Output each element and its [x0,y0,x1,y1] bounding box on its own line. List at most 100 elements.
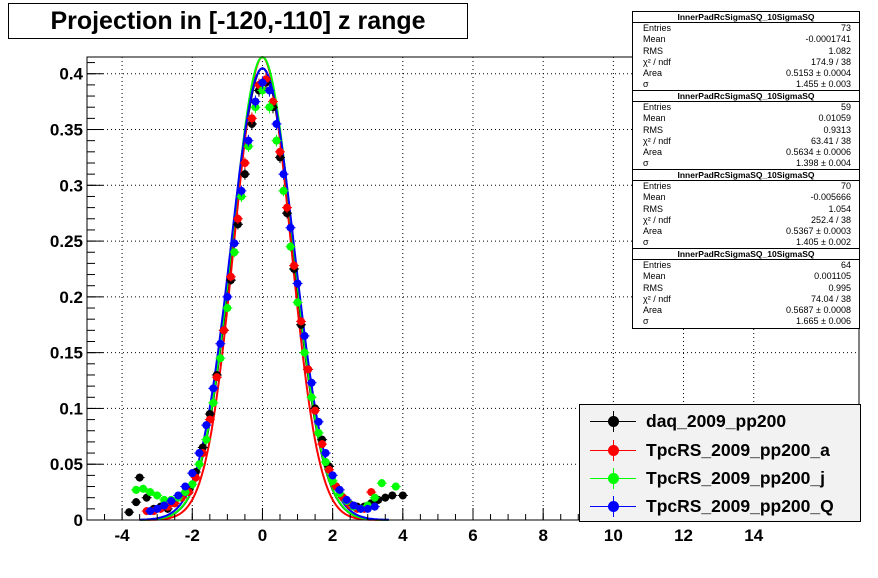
stats-key: Mean [643,271,666,282]
data-point [300,331,309,340]
x-tick-label: 10 [604,526,623,545]
data-point [272,119,281,128]
chart-title: Projection in [-120,-110] z range [8,3,468,39]
data-point [328,471,337,480]
stats-key: σ [643,237,649,248]
data-point [153,504,162,513]
data-point [153,491,162,500]
stats-key: Area [643,305,663,316]
data-point [272,136,281,145]
stats-key: σ [643,158,649,169]
fit-curves [139,55,389,521]
stats-key: Entries [643,260,672,270]
stats-row: χ² / ndf 174.9 / 38 [633,57,859,68]
fit-curve [139,67,389,521]
data-point [276,147,284,156]
data-point [216,339,225,348]
stats-row: Area 0.5153 ± 0.0004 [633,68,859,79]
stats-key: σ [643,316,649,327]
data-point [244,136,253,145]
data-point [160,495,169,504]
stats-row: Area 0.5634 ± 0.0006 [633,147,859,158]
stats-value: 1.082 [828,45,851,56]
data-point [209,398,218,407]
stats-row: Entries 59 [633,102,859,113]
stats-key: σ [643,79,649,90]
y-tick-label: 0.15 [50,344,83,363]
data-point [167,497,176,506]
legend-item-tpcrs-j: TpcRS_2009_pp200_j [580,464,860,493]
data-point [209,384,218,393]
data-point [363,504,372,513]
data-point [251,97,260,106]
data-point [381,493,390,502]
data-point [398,491,407,500]
data-point [314,417,323,426]
stats-row: χ² / ndf 63.41 / 38 [633,136,859,147]
data-point [290,261,299,270]
stats-value: 63.41 / 38 [810,135,851,146]
data-point [240,170,249,179]
x-tick-label: 14 [744,526,763,545]
stats-value: 0.01059 [818,113,851,124]
stats-value: 252.4 / 38 [810,214,851,225]
stats-value: 74.04 / 38 [810,293,851,304]
fit-curve [139,67,389,521]
stats-key: Area [643,147,663,158]
stats-row: σ 1.398 ± 0.004 [633,158,859,169]
stats-panel-title: InnerPadRcSigmaSQ_10SigmaSQ [633,170,859,181]
data-point [132,498,141,507]
data-point [195,449,204,458]
y-tick-label: 0.2 [59,288,83,307]
data-point [226,272,235,281]
stats-panel: InnerPadRcSigmaSQ_10SigmaSQ Entries 64 Mean… [632,248,860,329]
data-point [174,491,183,500]
data-point [307,393,316,402]
stats-row: Mean -0.0001741 [633,34,859,45]
stats-value: 0.5687 ± 0.0008 [786,305,851,316]
stats-panel: InnerPadRcSigmaSQ_10SigmaSQ Entries 73 Mean… [632,11,860,92]
stats-key: χ² / ndf [643,135,671,146]
data-point [279,186,288,195]
stats-value: 73 [840,23,851,33]
data-point [286,242,295,251]
x-tick-label: 0 [258,526,267,545]
data-point [181,482,190,491]
stats-row: σ 1.405 ± 0.002 [633,237,859,248]
y-tick-label: 0 [74,511,83,530]
data-point [146,507,155,516]
stats-value: 1.054 [828,203,851,214]
stats-value: 0.995 [828,282,851,293]
stats-panel: InnerPadRcSigmaSQ_10SigmaSQ Entries 59 Mean… [632,90,860,171]
stats-value: 0.5367 ± 0.0003 [786,226,851,237]
y-tick-label: 0.4 [59,65,83,84]
x-tick-label: 8 [538,526,547,545]
stats-key: Mean [643,192,666,203]
data-point [377,479,386,488]
data-point [356,504,365,513]
stats-panel-title: InnerPadRcSigmaSQ_10SigmaSQ [633,12,859,23]
data-point [307,378,316,387]
data-point [342,495,351,504]
data-point [300,348,309,357]
data-point [205,410,214,419]
stats-value: 0.5634 ± 0.0006 [786,147,851,158]
data-point [230,248,239,257]
stats-row: σ 1.455 ± 0.003 [633,79,859,90]
data-point [223,292,232,301]
data-point [195,460,204,469]
data-point [160,501,169,510]
stats-value: 59 [840,102,851,112]
stats-value: -0.0001741 [805,34,851,45]
data-point [286,223,295,232]
data-point [181,488,190,497]
data-point [304,365,313,374]
legend-label: TpcRS_2009_pp200_j [646,468,825,488]
series-group [145,76,380,516]
data-point [370,493,379,502]
stats-value: 64 [840,260,851,270]
legend-marker-icon [580,436,646,465]
stats-value: 0.001105 [814,271,851,282]
stats-value: 1.665 ± 0.006 [796,316,851,327]
stats-value: 0.9313 [823,124,851,135]
